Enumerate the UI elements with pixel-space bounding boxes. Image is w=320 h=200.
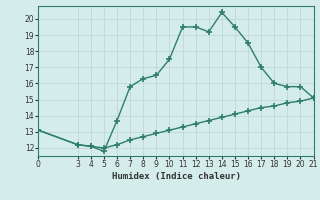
X-axis label: Humidex (Indice chaleur): Humidex (Indice chaleur): [111, 172, 241, 181]
